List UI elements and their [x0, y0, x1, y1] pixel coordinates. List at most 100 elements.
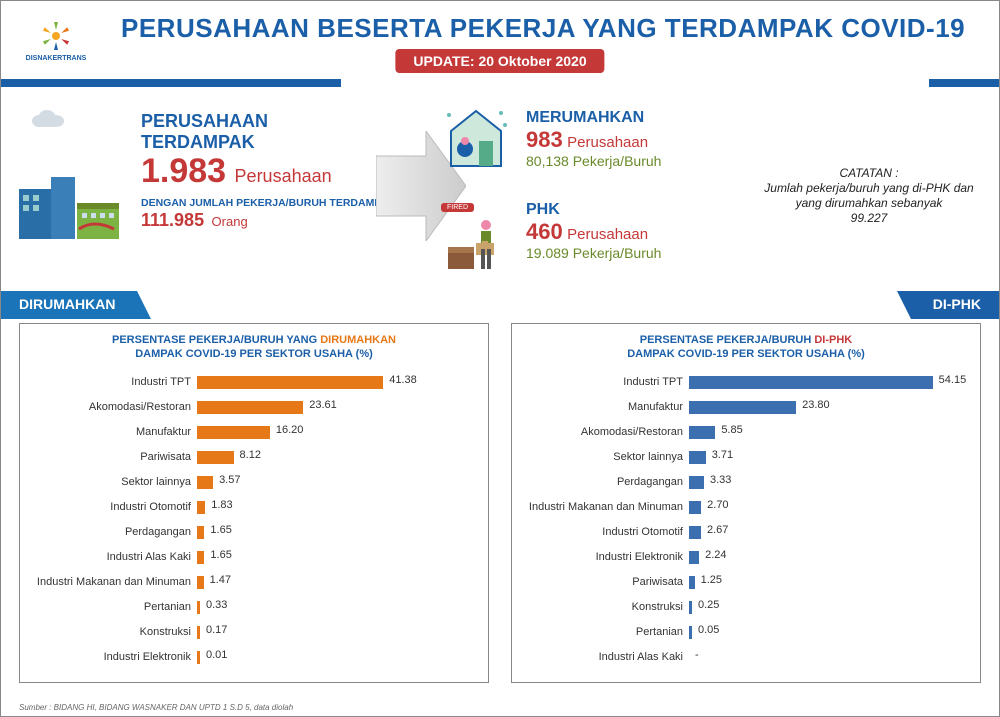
logo-icon: [39, 19, 73, 53]
bar-value-label: 2.24: [705, 549, 726, 561]
bar-track: 3.33: [689, 476, 968, 489]
bar-track: 41.38: [197, 376, 476, 389]
affected-sub-value-label: Orang: [212, 214, 248, 229]
bar-category-label: Konstruksi: [524, 601, 689, 613]
bar-row: Industri TPT54.15: [524, 370, 968, 395]
phk-block: PHK 460 Perusahaan 19.089 Pekerja/Buruh: [526, 201, 726, 261]
chart-right-title-line2: DAMPAK COVID-19 PER SEKTOR USAHA (%): [627, 348, 865, 360]
bar-fill: [689, 501, 701, 514]
affected-heading-1: PERUSAHAAN: [141, 111, 401, 132]
bar-value-label: 0.33: [206, 599, 227, 611]
bar-row: Perdagangan1.65: [32, 520, 476, 545]
bar-fill: [689, 551, 699, 564]
bar-fill: [197, 626, 200, 639]
bar-value-label: 0.01: [206, 649, 227, 661]
bar-category-label: Manufaktur: [32, 426, 197, 438]
chart-left-bars: Industri TPT41.38Akomodasi/Restoran23.61…: [32, 370, 476, 680]
bar-value-label: 0.17: [206, 624, 227, 636]
bar-row: Akomodasi/Restoran5.85: [524, 420, 968, 445]
bar-category-label: Industri Makanan dan Minuman: [524, 501, 689, 513]
decor-bar-left: [1, 79, 341, 87]
bar-row: Konstruksi0.25: [524, 595, 968, 620]
chart-left-title-accent: DIRUMAHKAN: [320, 334, 396, 346]
bar-track: 1.65: [197, 551, 476, 564]
source-text: Sumber : BIDANG HI, BIDANG WASNAKER DAN …: [19, 703, 293, 712]
merumahkan-value-label: Perusahaan: [567, 134, 648, 151]
bar-category-label: Pertanian: [524, 626, 689, 638]
catatan-title: CATATAN :: [759, 166, 979, 181]
affected-heading-2: TERDAMPAK: [141, 132, 401, 153]
chart-dirumahkan: PERSENTASE PEKERJA/BURUH YANG DIRUMAHKAN…: [19, 323, 489, 683]
bar-row: Manufaktur23.80: [524, 395, 968, 420]
bar-value-label: 8.12: [240, 449, 261, 461]
tab-diphk: DI-PHK: [911, 291, 999, 319]
merumahkan-value-row: 983 Perusahaan: [526, 127, 726, 153]
bar-row: Industri Alas Kaki1.65: [32, 545, 476, 570]
merumahkan-heading: MERUMAHKAN: [526, 109, 726, 127]
cloud-icon: [31, 109, 77, 131]
bar-row: Sektor lainnya3.71: [524, 445, 968, 470]
bar-track: 5.85: [689, 426, 968, 439]
phk-value: 460: [526, 219, 563, 245]
bar-fill: [689, 401, 796, 414]
bar-track: 2.67: [689, 526, 968, 539]
bar-value-label: 3.33: [710, 474, 731, 486]
bar-track: 54.15: [689, 376, 968, 389]
bar-value-label: 2.67: [707, 524, 728, 536]
bar-category-label: Industri TPT: [524, 376, 689, 388]
bar-row: Konstruksi0.17: [32, 620, 476, 645]
bar-fill: [197, 426, 270, 439]
phk-value-label: Perusahaan: [567, 226, 648, 243]
bar-value-label: -: [695, 649, 699, 661]
bar-row: Pertanian0.05: [524, 620, 968, 645]
bar-category-label: Industri Elektronik: [32, 651, 197, 663]
bar-row: Industri TPT41.38: [32, 370, 476, 395]
update-badge: UPDATE: 20 Oktober 2020: [395, 49, 604, 73]
bar-row: Industri Alas Kaki-: [524, 645, 968, 670]
bar-row: Industri Makanan dan Minuman 1.47: [32, 570, 476, 595]
bar-category-label: Perdagangan: [524, 476, 689, 488]
bar-fill: [197, 451, 234, 464]
bar-value-label: 23.61: [309, 399, 337, 411]
bar-value-label: 1.65: [210, 549, 231, 561]
bar-track: 1.83: [197, 501, 476, 514]
bar-fill: [689, 526, 701, 539]
chart-left-title: PERSENTASE PEKERJA/BURUH YANG DIRUMAHKAN…: [32, 334, 476, 362]
bar-value-label: 16.20: [276, 424, 304, 436]
bar-value-label: 3.57: [219, 474, 240, 486]
bar-fill: [197, 526, 204, 539]
bar-row: Perdagangan 3.33: [524, 470, 968, 495]
chart-right-title: PERSENTASE PEKERJA/BURUH DI-PHK DAMPAK C…: [524, 334, 968, 362]
bar-category-label: Akomodasi/Restoran: [524, 426, 689, 438]
bar-track: 1.65: [197, 526, 476, 539]
phk-heading: PHK: [526, 201, 726, 219]
logo: DISNAKERTRANS: [21, 19, 91, 69]
infographic-page: DISNAKERTRANS PERUSAHAAN BESERTA PEKERJA…: [0, 0, 1000, 717]
affected-sub-heading: DENGAN JUMLAH PEKERJA/BURUH TERDAMPAK: [141, 197, 401, 210]
chart-left-title-line2: DAMPAK COVID-19 PER SEKTOR USAHA (%): [135, 348, 373, 360]
bar-track: 23.80: [689, 401, 968, 414]
bar-row: Pertanian 0.33: [32, 595, 476, 620]
bar-track: -: [689, 651, 968, 664]
bar-fill: [197, 651, 200, 664]
chart-diphk: PERSENTASE PEKERJA/BURUH DI-PHK DAMPAK C…: [511, 323, 981, 683]
bar-value-label: 1.47: [210, 574, 231, 586]
affected-sub-value: 111.985: [141, 210, 204, 230]
bar-category-label: Pertanian: [32, 601, 197, 613]
bar-value-label: 1.25: [701, 574, 722, 586]
bar-fill: [197, 601, 200, 614]
chart-right-title-prefix: PERSENTASE PEKERJA/BURUH: [640, 334, 815, 346]
bar-row: Industri Elektronik 0.01: [32, 645, 476, 670]
bar-track: 23.61: [197, 401, 476, 414]
bar-category-label: Sektor lainnya: [32, 476, 197, 488]
bar-track: 16.20: [197, 426, 476, 439]
bar-category-label: Industri Makanan dan Minuman: [32, 576, 197, 588]
bar-track: 1.25: [689, 576, 968, 589]
bar-category-label: Pariwisata: [524, 576, 689, 588]
bar-row: Sektor lainnya 3.57: [32, 470, 476, 495]
bar-row: Manufaktur 16.20: [32, 420, 476, 445]
bar-category-label: Akomodasi/Restoran: [32, 401, 197, 413]
bar-fill: [197, 401, 303, 414]
bar-category-label: Industri TPT: [32, 376, 197, 388]
bar-value-label: 2.70: [707, 499, 728, 511]
